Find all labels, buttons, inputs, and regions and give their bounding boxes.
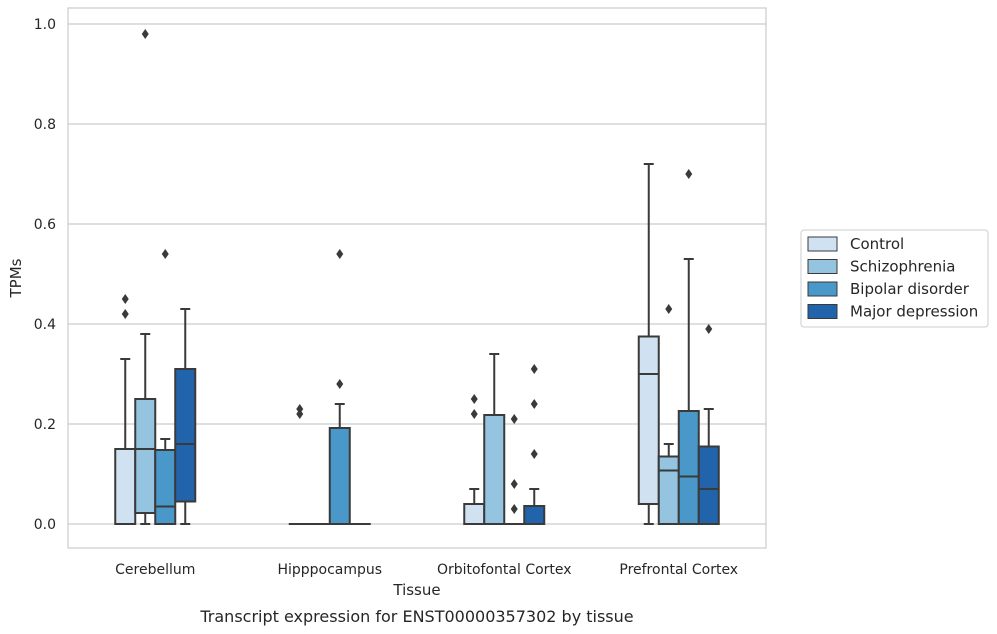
box-body xyxy=(174,368,197,503)
y-tick-label: 1.0 xyxy=(34,17,56,33)
legend-swatch xyxy=(807,281,838,297)
legend-swatch xyxy=(807,259,838,274)
box-major-depression xyxy=(174,308,197,525)
y-axis-ticks: 0.0 0.2 0.4 0.6 0.8 1.0 xyxy=(34,17,56,533)
box-major-depression xyxy=(697,324,720,525)
box-control xyxy=(463,394,486,525)
box-body xyxy=(637,335,660,505)
x-axis-label: Tissue xyxy=(392,581,440,599)
outlier-point xyxy=(470,394,478,404)
box-bipolar-disorder xyxy=(328,249,351,525)
outlier-point xyxy=(470,409,478,419)
outlier-point xyxy=(510,504,518,514)
legend: Control Schizophrenia Bipolar disorder Majo… xyxy=(800,229,989,328)
legend-label: Control xyxy=(850,235,904,253)
outlier-point xyxy=(121,294,129,304)
legend-label: Schizophrenia xyxy=(850,258,955,276)
box-body xyxy=(114,448,137,525)
outlier-point xyxy=(705,324,713,334)
outlier-point xyxy=(530,449,538,459)
x-tick-label: Prefrontal Cortex xyxy=(619,562,738,578)
box-major-depression xyxy=(523,364,546,525)
box-control xyxy=(114,294,137,525)
box-body xyxy=(134,398,157,514)
box-control xyxy=(637,163,660,525)
legend-frame xyxy=(800,229,989,328)
outlier-point xyxy=(336,249,344,259)
y-tick-label: 0.0 xyxy=(34,517,56,533)
outlier-point xyxy=(296,404,304,414)
box-bipolar-disorder xyxy=(503,414,526,526)
y-axis-label: TPMs xyxy=(7,258,25,298)
outlier-point xyxy=(121,309,129,319)
box-body xyxy=(154,449,177,525)
box-body xyxy=(677,410,700,525)
chart-caption: Transcript expression for ENST0000035730… xyxy=(199,607,633,626)
box-control xyxy=(288,404,311,526)
outlier-point xyxy=(161,249,169,259)
box-body xyxy=(523,505,546,525)
x-tick-label: Hipppocampus xyxy=(277,562,382,578)
outlier-point xyxy=(530,364,538,374)
box-schizophrenia xyxy=(483,353,506,525)
legend-swatch xyxy=(807,304,838,319)
x-tick-label: Cerebellum xyxy=(115,562,195,578)
y-tick-label: 0.8 xyxy=(34,117,56,133)
legend-swatch xyxy=(807,236,838,252)
boxes xyxy=(114,29,720,526)
y-tick-label: 0.6 xyxy=(34,217,56,233)
box-schizophrenia xyxy=(134,29,157,525)
box-body xyxy=(483,414,506,525)
y-tick-label: 0.2 xyxy=(34,417,56,433)
legend-label: Major depression xyxy=(850,303,978,321)
box-body xyxy=(463,503,486,525)
outlier-point xyxy=(665,304,673,314)
x-axis-ticks: Cerebellum Hipppocampus Orbitofontal Corte… xyxy=(115,562,738,578)
outlier-point xyxy=(530,399,538,409)
outlier-point xyxy=(510,414,518,424)
box-body xyxy=(697,445,720,525)
box-body xyxy=(328,427,351,525)
outlier-point xyxy=(141,29,149,39)
outlier-point xyxy=(336,379,344,389)
outlier-point xyxy=(685,169,693,179)
box-body xyxy=(657,455,680,525)
legend-label: Bipolar disorder xyxy=(850,280,970,298)
outlier-point xyxy=(510,479,518,489)
x-tick-label: Orbitofontal Cortex xyxy=(437,562,572,578)
y-tick-label: 0.4 xyxy=(34,317,56,333)
